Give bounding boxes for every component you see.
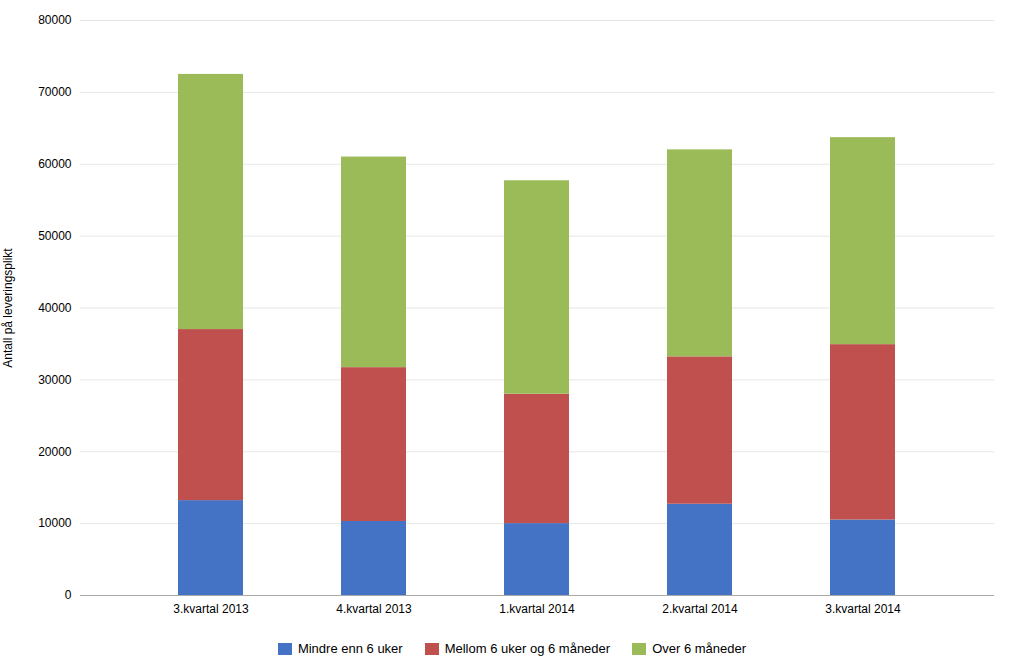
svg-text:3.kvartal 2014: 3.kvartal 2014 (825, 602, 901, 616)
svg-text:20000: 20000 (38, 445, 72, 459)
svg-text:0: 0 (65, 588, 72, 602)
svg-text:4.kvartal 2013: 4.kvartal 2013 (336, 602, 412, 616)
html-text:Mellom 6 uker og 6 måneder: Mellom 6 uker og 6 måneder (444, 641, 611, 656)
html-text:Mindre enn 6 uker: Mindre enn 6 uker (297, 641, 403, 656)
svg-text:80000: 80000 (38, 13, 72, 27)
svg-text:70000: 70000 (38, 85, 72, 99)
svg-text:Antall på leveringsplikt: Antall på leveringsplikt (1, 248, 15, 368)
svg-text:30000: 30000 (38, 373, 72, 387)
html-text:Over 6 måneder: Over 6 måneder (652, 641, 747, 656)
svg-text:1.kvartal 2014: 1.kvartal 2014 (499, 602, 575, 616)
svg-text:3.kvartal 2013: 3.kvartal 2013 (173, 602, 249, 616)
svg-text:40000: 40000 (38, 301, 72, 315)
svg-text:10000: 10000 (38, 516, 72, 530)
svg-text:60000: 60000 (38, 157, 72, 171)
svg-text:50000: 50000 (38, 229, 72, 243)
svg-text:2.kvartal 2014: 2.kvartal 2014 (662, 602, 738, 616)
